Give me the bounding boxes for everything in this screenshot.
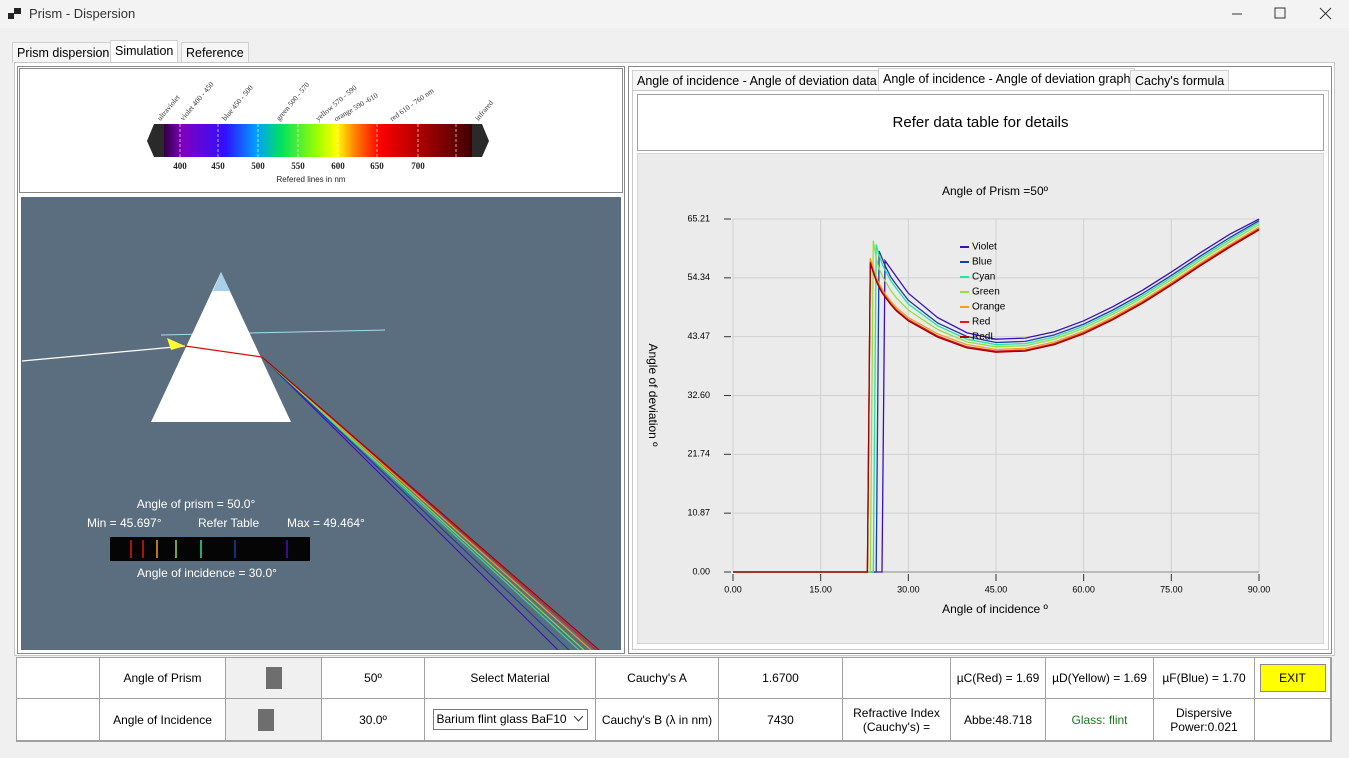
simulation-canvas: Angle of prism = 50.0° Min = 45.697° Ref…	[21, 197, 621, 650]
value-cell: 1.6700	[719, 658, 843, 699]
chart-title: Angle of Prism =50º	[942, 184, 1049, 198]
spectrum-panel: ultraviolet violet 400 - 450 blue 450 - …	[19, 68, 623, 193]
prism-apex	[213, 272, 230, 291]
legend-label: Violet	[972, 242, 997, 253]
value-cell: 30.0º	[322, 699, 425, 741]
x-tick-label: 30.00	[897, 584, 920, 594]
spectrum-caption: Refered lines in nm	[277, 175, 346, 184]
spectrum-end	[147, 124, 164, 157]
tab[interactable]: Reference	[181, 42, 249, 63]
y-axis-label: Angle of deviation º	[646, 343, 660, 447]
legend-label: Cyan	[972, 272, 995, 283]
internal-ray	[184, 345, 263, 358]
value-cell: Dispersive Power:0.021	[1154, 699, 1255, 741]
legend-label: Orange	[972, 302, 1006, 313]
value-cell: Abbe:48.718	[951, 699, 1046, 741]
select-cell: Barium flint glass BaF10	[425, 699, 596, 741]
y-tick-label: 21.74	[687, 449, 710, 459]
legend-label: Red	[972, 317, 990, 328]
value-cell: 50º	[322, 658, 425, 699]
wavelength-label: 650	[370, 161, 384, 171]
incidence-angle: Angle of incidence = 30.0°	[137, 566, 277, 580]
slider-cell	[226, 699, 322, 741]
spectrum-end	[472, 124, 489, 157]
legend-label: Blue	[972, 257, 992, 268]
y-tick-label: 43.47	[687, 331, 710, 341]
min-angle: Min = 45.697°	[87, 516, 162, 530]
y-tick-label: 10.87	[687, 508, 710, 518]
y-tick-label: 32.60	[687, 390, 710, 400]
spectrum-bar	[164, 124, 472, 157]
prism	[151, 272, 291, 422]
x-axis-label: Angle of incidence º	[942, 602, 1048, 616]
line-spectrum	[110, 537, 310, 561]
y-tick-label: 0.00	[692, 566, 710, 576]
tab[interactable]: Prism dispersion	[12, 42, 115, 63]
main-tabs: Prism dispersion Simulation Reference	[12, 40, 252, 63]
button-cell: EXIT	[1255, 658, 1331, 699]
empty-cell	[17, 699, 100, 741]
wavelength-label: 550	[291, 161, 305, 171]
slider-cell	[226, 658, 322, 699]
slider-thumb[interactable]	[257, 708, 274, 731]
label-cell: Refractive Index (Cauchy's) =	[843, 699, 951, 741]
select-text: Barium flint glass BaF10	[436, 712, 567, 726]
y-tick-label: 65.21	[687, 213, 710, 223]
wavelength-label: 700	[411, 161, 425, 171]
x-tick-label: 60.00	[1072, 584, 1095, 594]
x-tick-label: 0.00	[724, 584, 742, 594]
prism-angle: Angle of prism = 50.0°	[137, 497, 256, 511]
legend-label: Green	[972, 287, 1000, 298]
empty-cell	[1255, 699, 1331, 741]
max-angle: Max = 49.464°	[287, 516, 365, 530]
label-cell: Cauchy's B (λ in nm)	[596, 699, 719, 741]
x-tick-label: 75.00	[1160, 584, 1183, 594]
x-tick-label: 90.00	[1248, 584, 1271, 594]
tab[interactable]: Angle of incidence - Angle of deviation …	[632, 70, 882, 91]
chart: Angle of Prism =50º Angle of incidence º…	[637, 153, 1324, 644]
chevron	[573, 716, 583, 722]
y-tick-label: 54.34	[687, 272, 710, 282]
material-select[interactable]: Barium flint glass BaF10	[432, 709, 588, 730]
label-cell: Cauchy's A	[596, 658, 719, 699]
window-title: Prism - Dispersion	[29, 6, 136, 21]
label-cell: Angle of Prism	[100, 658, 226, 699]
wavelength-label: 500	[251, 161, 265, 171]
tab[interactable]: Angle of incidence - Angle of deviation …	[878, 68, 1136, 91]
label-cell: Select Material	[425, 658, 596, 699]
exit-button[interactable]: EXIT	[1259, 664, 1326, 692]
incident-ray	[21, 345, 186, 362]
value-cell: µC(Red) = 1.69	[951, 658, 1046, 699]
app-icon	[8, 8, 21, 19]
tab[interactable]: Simulation	[110, 40, 179, 63]
title-bar: Prism - Dispersion	[0, 0, 1349, 28]
graph-tabs: Angle of incidence - Angle of deviation …	[632, 68, 1232, 91]
tab[interactable]: Cachy's formula	[1130, 70, 1230, 91]
angle-marker	[167, 338, 185, 350]
empty-cell	[843, 658, 951, 699]
graph-header: Refer data table for details	[637, 94, 1324, 151]
value-cell: 7430	[719, 699, 843, 741]
x-tick-label: 15.00	[809, 584, 832, 594]
slider-thumb[interactable]	[265, 667, 282, 689]
empty-cell	[17, 658, 100, 699]
series-line	[733, 229, 1260, 573]
wavelength-label: 450	[211, 161, 225, 171]
value-cell: µD(Yellow) = 1.69	[1046, 658, 1154, 699]
legend-label: RedL	[972, 332, 996, 343]
refer-table: Refer Table	[198, 516, 259, 530]
wavelength-label: 600	[331, 161, 345, 171]
label-cell: Angle of Incidence	[100, 699, 226, 741]
window-controls[interactable]	[1220, 0, 1349, 28]
x-tick-label: 45.00	[985, 584, 1008, 594]
wavelength-label: 400	[173, 161, 187, 171]
value-cell: Glass: flint	[1046, 699, 1154, 741]
value-cell: µF(Blue) = 1.70	[1154, 658, 1255, 699]
